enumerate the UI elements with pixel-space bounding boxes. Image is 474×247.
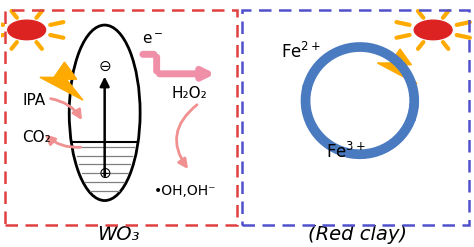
Text: •OH,OH⁻: •OH,OH⁻ [154,184,216,198]
Polygon shape [40,62,83,100]
Circle shape [414,20,452,40]
Text: Fe$^{3+}$: Fe$^{3+}$ [326,142,366,162]
Bar [242,10,469,225]
Text: $\ominus$: $\ominus$ [98,59,111,74]
Text: Fe$^{2+}$: Fe$^{2+}$ [281,42,321,62]
Bar [5,10,237,225]
Text: CO₂: CO₂ [22,130,51,145]
Ellipse shape [69,25,140,201]
Circle shape [8,20,46,40]
Text: H₂O₂: H₂O₂ [172,86,208,101]
Text: (Red clay): (Red clay) [308,225,407,244]
Polygon shape [377,49,417,84]
Text: e$^-$: e$^-$ [143,32,164,47]
Text: IPA: IPA [23,93,46,108]
Text: WO₃: WO₃ [98,225,140,244]
Text: $\oplus$: $\oplus$ [98,166,111,181]
